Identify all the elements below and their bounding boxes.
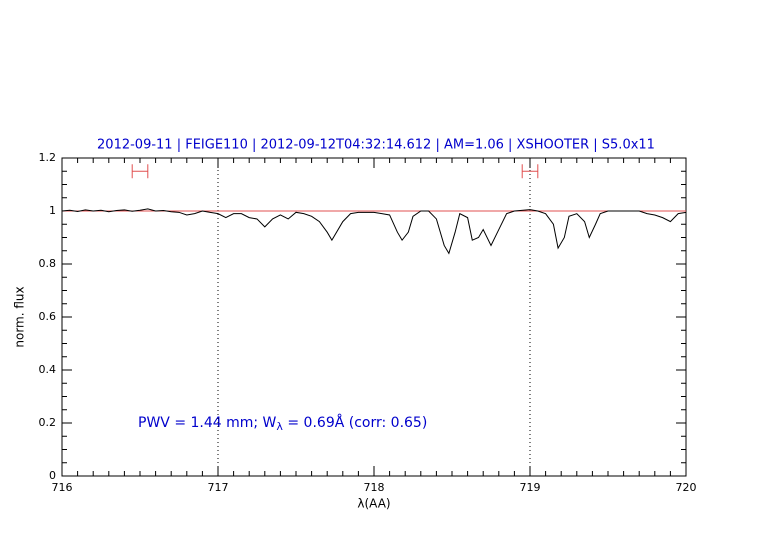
x-axis-label: λ(AA) [357,497,390,511]
y-tick-label: 0.2 [39,416,57,429]
annotation: PWV = 1.44 mm; Wλ = 0.69Å (corr: 0.65) [138,414,427,433]
y-tick-label: 0.4 [39,363,57,376]
y-tick-label: 1.2 [39,151,57,164]
y-tick-label: 0.8 [39,257,57,270]
y-tick-label: 1 [49,204,56,217]
spectrum-line [61,208,687,255]
interval [521,164,539,179]
x-tick-label: 719 [520,481,541,494]
x-tick-label: 716 [52,481,73,494]
x-tick-label: 718 [364,481,385,494]
y-tick-label: 0.6 [39,310,57,323]
interval [131,164,149,179]
annotation-text: = 0.69Å (corr: 0.65) [283,414,427,431]
y-axis-label: norm. flux [13,286,27,347]
chart-title: 2012-09-11 | FEIGE110 | 2012-09-12T04:32… [97,138,655,153]
x-tick-label: 720 [676,481,697,494]
annotation-text: PWV = 1.44 mm; W [138,415,277,431]
annotation-subscript: λ [276,420,283,433]
x-tick-label: 717 [208,481,229,494]
y-tick-label: 0 [49,469,56,482]
